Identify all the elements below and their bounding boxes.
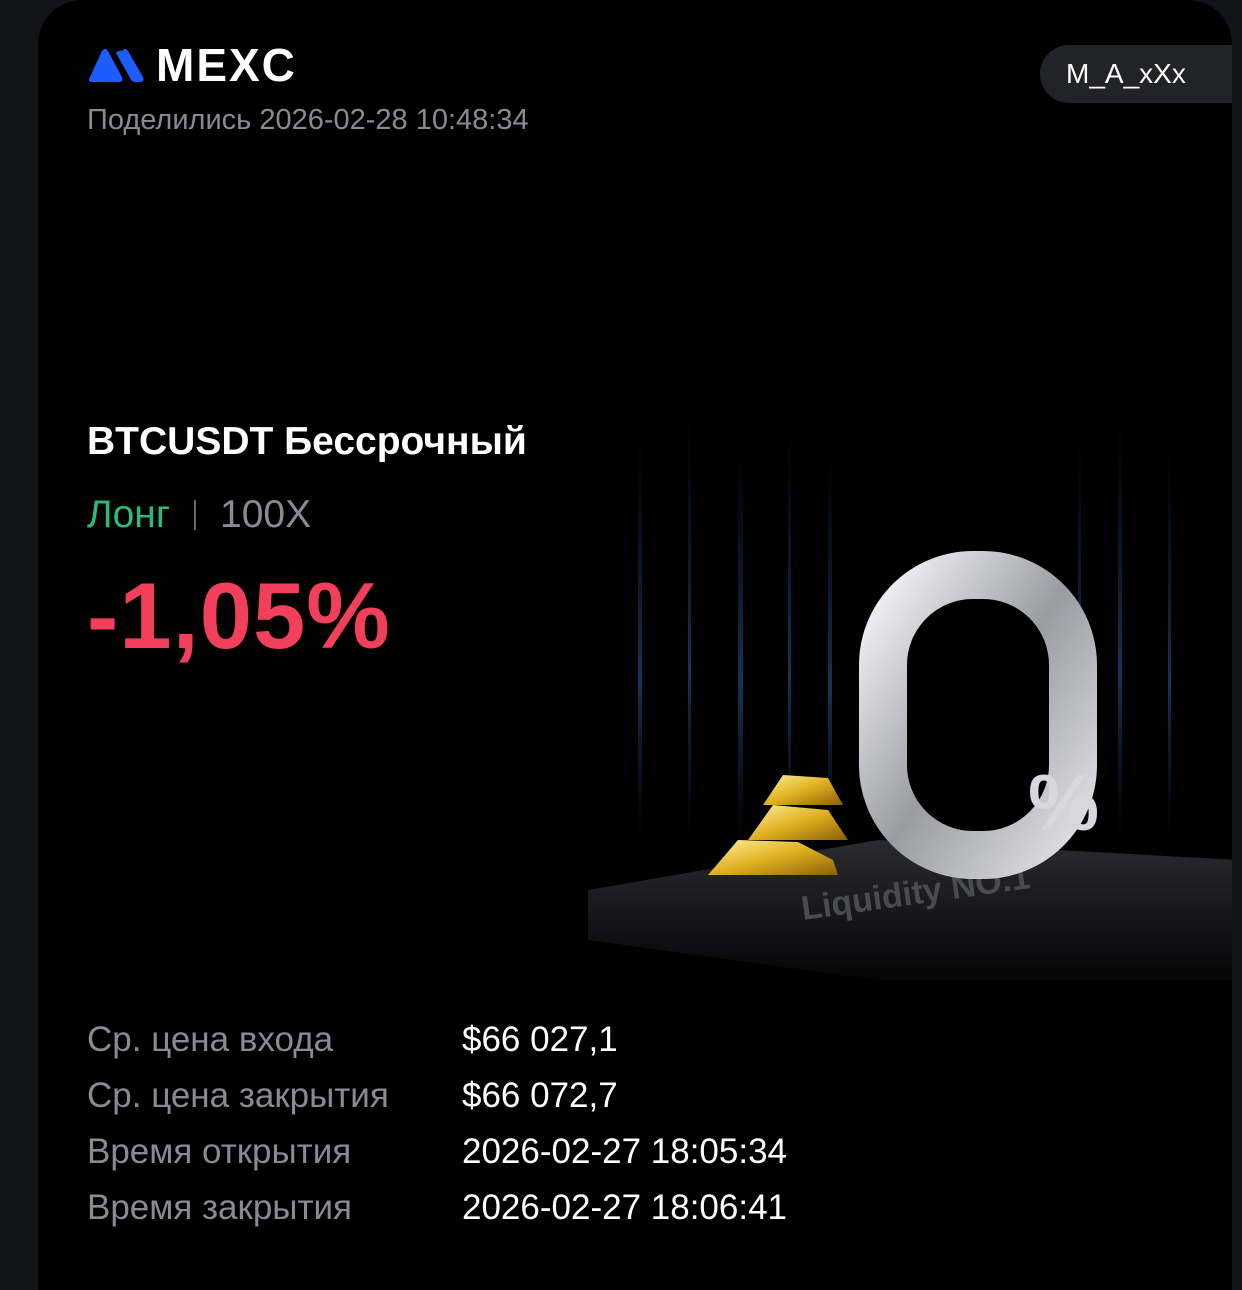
- side-label: Лонг: [87, 493, 171, 536]
- mexc-logo: MEXC: [88, 42, 297, 88]
- detail-value: $66 027,1: [462, 1020, 618, 1059]
- trading-pair: BTCUSDT Бессрочный: [87, 420, 527, 463]
- detail-label: Ср. цена входа: [87, 1020, 334, 1059]
- detail-row-open-time: Время открытия 2026-02-27 18:05:34: [87, 1124, 787, 1180]
- promo-illustration: Liquidity NO.1 %: [588, 420, 1232, 980]
- detail-value: 2026-02-27 18:05:34: [462, 1132, 787, 1171]
- detail-row-close-time: Время закрытия 2026-02-27 18:06:41: [87, 1180, 787, 1236]
- detail-label: Время открытия: [87, 1132, 352, 1171]
- detail-value: 2026-02-27 18:06:41: [462, 1188, 787, 1227]
- gold-bars-icon: [708, 775, 848, 875]
- position-side: Лонг 100X: [87, 493, 311, 537]
- pnl-percent: -1,05%: [87, 563, 391, 668]
- detail-row-entry-price: Ср. цена входа $66 027,1: [87, 1012, 787, 1068]
- username-badge: M_A_xXx: [1040, 45, 1232, 103]
- detail-label: Время закрытия: [87, 1188, 352, 1227]
- divider: [194, 500, 197, 530]
- brand-name: MEXC: [156, 39, 297, 91]
- detail-label: Ср. цена закрытия: [87, 1076, 389, 1115]
- mexc-logo-icon: [88, 49, 144, 82]
- leverage: 100X: [220, 493, 312, 536]
- percent-icon: %: [1028, 758, 1099, 847]
- detail-value: $66 072,7: [462, 1076, 618, 1115]
- detail-row-close-price: Ср. цена закрытия $66 072,7: [87, 1068, 787, 1124]
- zero-icon: [859, 551, 1097, 879]
- share-card: MEXC Поделились 2026-02-28 10:48:34 M_A_…: [38, 0, 1232, 1290]
- trade-details: Ср. цена входа $66 027,1 Ср. цена закрыт…: [87, 1012, 787, 1236]
- shared-timestamp: Поделились 2026-02-28 10:48:34: [87, 104, 529, 136]
